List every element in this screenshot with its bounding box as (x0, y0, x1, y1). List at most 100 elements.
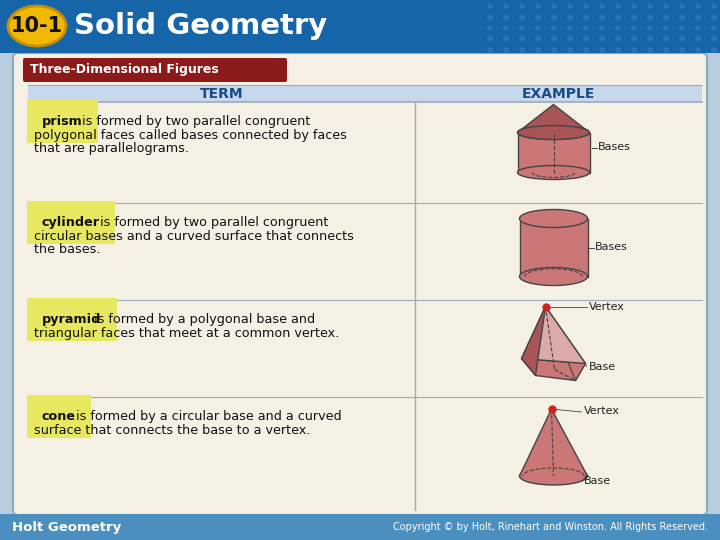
Circle shape (568, 37, 572, 41)
Bar (520, 219, 588, 276)
Text: is formed by a polygonal base and: is formed by a polygonal base and (94, 313, 315, 326)
Bar (518, 132, 590, 172)
Bar (0, 526, 720, 540)
Circle shape (616, 48, 620, 52)
Circle shape (568, 15, 572, 19)
Text: A: A (34, 115, 47, 128)
Circle shape (552, 48, 557, 52)
Text: is formed by two parallel congruent: is formed by two parallel congruent (100, 216, 328, 229)
Text: triangular faces that meet at a common vertex.: triangular faces that meet at a common v… (34, 327, 339, 340)
Circle shape (504, 37, 508, 41)
Circle shape (648, 37, 652, 41)
Text: Bases: Bases (595, 242, 627, 253)
Ellipse shape (520, 210, 588, 227)
Circle shape (520, 4, 524, 8)
Polygon shape (518, 105, 590, 132)
Circle shape (664, 37, 668, 41)
Circle shape (616, 4, 620, 8)
Polygon shape (520, 409, 588, 476)
Bar (0, 514, 720, 540)
Circle shape (664, 26, 668, 30)
Text: Holt Geometry: Holt Geometry (12, 521, 121, 534)
Text: pyramid: pyramid (42, 313, 102, 326)
Circle shape (568, 48, 572, 52)
Circle shape (584, 15, 588, 19)
Circle shape (536, 4, 540, 8)
Ellipse shape (8, 6, 66, 46)
Circle shape (504, 48, 508, 52)
Circle shape (552, 37, 557, 41)
Circle shape (552, 4, 557, 8)
Circle shape (696, 37, 701, 41)
Text: polygonal faces called bases connected by faces: polygonal faces called bases connected b… (34, 129, 347, 141)
Text: A: A (34, 313, 47, 326)
Text: cone: cone (42, 410, 76, 423)
Polygon shape (521, 307, 585, 363)
Text: circular bases and a curved surface that connects: circular bases and a curved surface that… (34, 230, 354, 242)
Polygon shape (521, 359, 585, 381)
Circle shape (696, 26, 701, 30)
Circle shape (584, 48, 588, 52)
Circle shape (488, 37, 492, 41)
Circle shape (584, 26, 588, 30)
Circle shape (680, 4, 684, 8)
Text: TERM: TERM (199, 86, 243, 100)
Circle shape (632, 48, 636, 52)
Circle shape (632, 15, 636, 19)
Circle shape (600, 48, 604, 52)
Circle shape (600, 15, 604, 19)
Bar (0, 0, 720, 53)
Polygon shape (546, 307, 585, 381)
Text: Copyright © by Holt, Rinehart and Winston. All Rights Reserved.: Copyright © by Holt, Rinehart and Winsto… (393, 522, 708, 532)
Bar (28, 85, 702, 102)
Ellipse shape (518, 125, 590, 139)
Circle shape (616, 15, 620, 19)
Text: Three-Dimensional Figures: Three-Dimensional Figures (30, 64, 219, 77)
Text: the bases.: the bases. (34, 243, 101, 256)
Text: cylinder: cylinder (42, 216, 100, 229)
Circle shape (504, 26, 508, 30)
Circle shape (568, 4, 572, 8)
Circle shape (648, 26, 652, 30)
Text: EXAMPLE: EXAMPLE (522, 86, 595, 100)
Ellipse shape (520, 267, 588, 286)
Circle shape (632, 37, 636, 41)
Circle shape (680, 37, 684, 41)
Circle shape (616, 37, 620, 41)
Polygon shape (521, 307, 546, 375)
Circle shape (584, 4, 588, 8)
Text: is formed by a circular base and a curved: is formed by a circular base and a curve… (76, 410, 341, 423)
Circle shape (632, 26, 636, 30)
Text: surface that connects the base to a vertex.: surface that connects the base to a vert… (34, 423, 310, 436)
Circle shape (568, 26, 572, 30)
Circle shape (520, 48, 524, 52)
Circle shape (488, 15, 492, 19)
Text: Vertex: Vertex (583, 406, 619, 416)
Text: Base: Base (588, 361, 616, 372)
Circle shape (696, 15, 701, 19)
Circle shape (680, 26, 684, 30)
Circle shape (712, 4, 716, 8)
Circle shape (648, 4, 652, 8)
Circle shape (552, 26, 557, 30)
Ellipse shape (518, 165, 590, 179)
Circle shape (600, 26, 604, 30)
Circle shape (600, 37, 604, 41)
Circle shape (632, 4, 636, 8)
Circle shape (552, 15, 557, 19)
Text: 10-1: 10-1 (11, 16, 63, 36)
Text: that are parallelograms.: that are parallelograms. (34, 142, 189, 155)
Circle shape (712, 48, 716, 52)
Circle shape (536, 37, 540, 41)
Circle shape (536, 15, 540, 19)
Circle shape (520, 15, 524, 19)
Text: Base: Base (583, 476, 611, 486)
Circle shape (488, 48, 492, 52)
Text: Bases: Bases (598, 143, 631, 152)
Circle shape (648, 48, 652, 52)
Circle shape (712, 37, 716, 41)
Circle shape (520, 37, 524, 41)
Circle shape (696, 4, 701, 8)
Ellipse shape (520, 467, 588, 485)
Ellipse shape (518, 125, 590, 139)
